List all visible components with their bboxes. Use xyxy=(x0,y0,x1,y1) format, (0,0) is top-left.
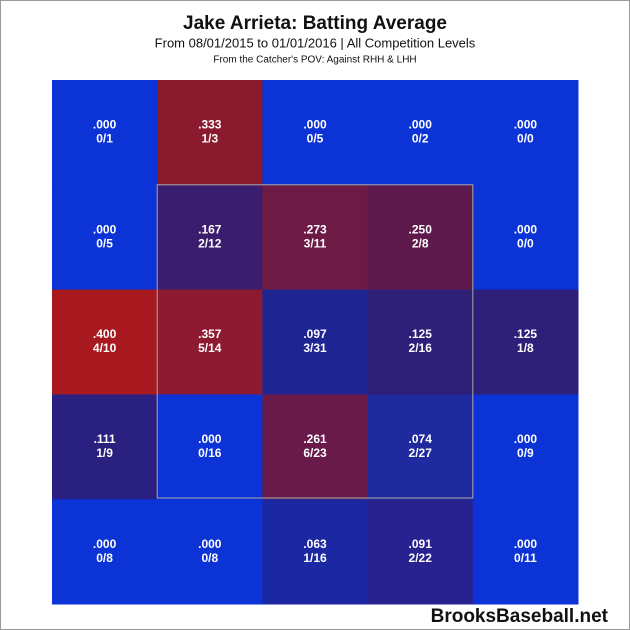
cell-count-label: 1/3 xyxy=(201,132,218,146)
cell-count-label: 0/5 xyxy=(307,132,324,146)
heatmap-cell xyxy=(367,184,474,291)
cell-value-label: .000 xyxy=(198,432,222,446)
heatmap-cell xyxy=(52,499,158,605)
heatmap-cell xyxy=(52,184,158,291)
cell-value-label: .000 xyxy=(303,118,327,132)
cell-count-label: 4/10 xyxy=(93,341,117,355)
cell-value-label: .000 xyxy=(514,222,538,236)
cell-value-label: .125 xyxy=(409,327,433,341)
cell-count-label: 0/2 xyxy=(412,132,429,146)
heatmap-cell xyxy=(367,394,474,500)
heatmap-cell xyxy=(262,80,369,186)
cell-value-label: .000 xyxy=(93,222,117,236)
cell-value-label: .167 xyxy=(198,222,222,236)
cell-count-label: 0/11 xyxy=(514,551,537,565)
chart-subtitle: From 08/01/2015 to 01/01/2016 | All Comp… xyxy=(155,35,476,50)
heatmap-cell xyxy=(52,80,158,186)
cell-value-label: .261 xyxy=(303,432,327,446)
heatmap-cell xyxy=(262,289,369,395)
cell-value-label: .091 xyxy=(409,537,433,551)
heatmap-cell xyxy=(472,80,579,186)
heatmap-cell xyxy=(52,289,158,395)
cell-count-label: 1/16 xyxy=(303,551,327,565)
heatmap-cell xyxy=(52,394,158,500)
heatmap-grid: .0000/1.3331/3.0000/5.0000/2.0000/0.0000… xyxy=(52,80,579,605)
cell-count-label: 2/12 xyxy=(198,236,222,250)
cell-count-label: 6/23 xyxy=(303,446,327,460)
heatmap-cell xyxy=(157,184,263,291)
cell-value-label: .000 xyxy=(93,537,117,551)
heatmap-cell xyxy=(472,184,579,291)
heatmap-cell xyxy=(472,394,579,500)
heatmap-cell xyxy=(472,499,579,605)
cell-count-label: 0/8 xyxy=(96,551,113,565)
heatmap-cell xyxy=(367,499,474,605)
heatmap-cell xyxy=(157,394,263,500)
cell-count-label: 2/16 xyxy=(409,341,433,355)
heatmap-cell xyxy=(367,80,474,186)
cell-count-label: 0/0 xyxy=(517,236,534,250)
chart-title: Jake Arrieta: Batting Average xyxy=(183,13,447,34)
heatmap-cell xyxy=(157,80,263,186)
cell-value-label: .074 xyxy=(409,432,433,446)
cell-count-label: 2/27 xyxy=(409,446,433,460)
cell-count-label: 0/9 xyxy=(517,446,534,460)
cell-value-label: .000 xyxy=(514,118,538,132)
cell-value-label: .357 xyxy=(198,327,222,341)
cell-count-label: 3/31 xyxy=(303,341,327,355)
cell-value-label: .000 xyxy=(514,537,538,551)
cell-value-label: .333 xyxy=(198,118,222,132)
heatmap-cell xyxy=(157,499,263,605)
cell-value-label: .400 xyxy=(93,327,117,341)
cell-count-label: 2/22 xyxy=(409,551,433,565)
heatmap-cell xyxy=(262,499,369,605)
cell-value-label: .273 xyxy=(303,222,327,236)
cell-count-label: 0/16 xyxy=(198,446,222,460)
chart-note: From the Catcher's POV: Against RHH & LH… xyxy=(213,55,416,66)
cell-value-label: .000 xyxy=(198,537,222,551)
cell-value-label: .250 xyxy=(409,222,433,236)
strike-zone xyxy=(156,184,474,499)
cell-value-label: .000 xyxy=(514,432,538,446)
cell-value-label: .125 xyxy=(514,327,538,341)
heatmap-cell xyxy=(472,289,579,395)
heatmap-cell xyxy=(262,184,369,291)
cell-count-label: 1/8 xyxy=(517,341,534,355)
cell-value-label: .111 xyxy=(94,432,116,446)
source-watermark: BrooksBaseball.net xyxy=(431,606,609,627)
cell-count-label: 5/14 xyxy=(198,341,222,355)
cell-value-label: .000 xyxy=(93,118,117,132)
cell-count-label: 0/5 xyxy=(96,236,113,250)
heatmap-cell xyxy=(367,289,474,395)
cell-count-label: 2/8 xyxy=(412,236,429,250)
cell-value-label: .000 xyxy=(409,118,433,132)
cell-count-label: 0/0 xyxy=(517,132,534,146)
cell-count-label: 1/9 xyxy=(96,446,113,460)
heatmap-cell xyxy=(262,394,369,500)
heatmap-cell xyxy=(157,289,263,395)
cell-count-label: 0/8 xyxy=(201,551,218,565)
cell-count-label: 3/11 xyxy=(304,236,327,250)
cell-count-label: 0/1 xyxy=(96,132,113,146)
cell-value-label: .063 xyxy=(303,537,327,551)
cell-value-label: .097 xyxy=(303,327,327,341)
